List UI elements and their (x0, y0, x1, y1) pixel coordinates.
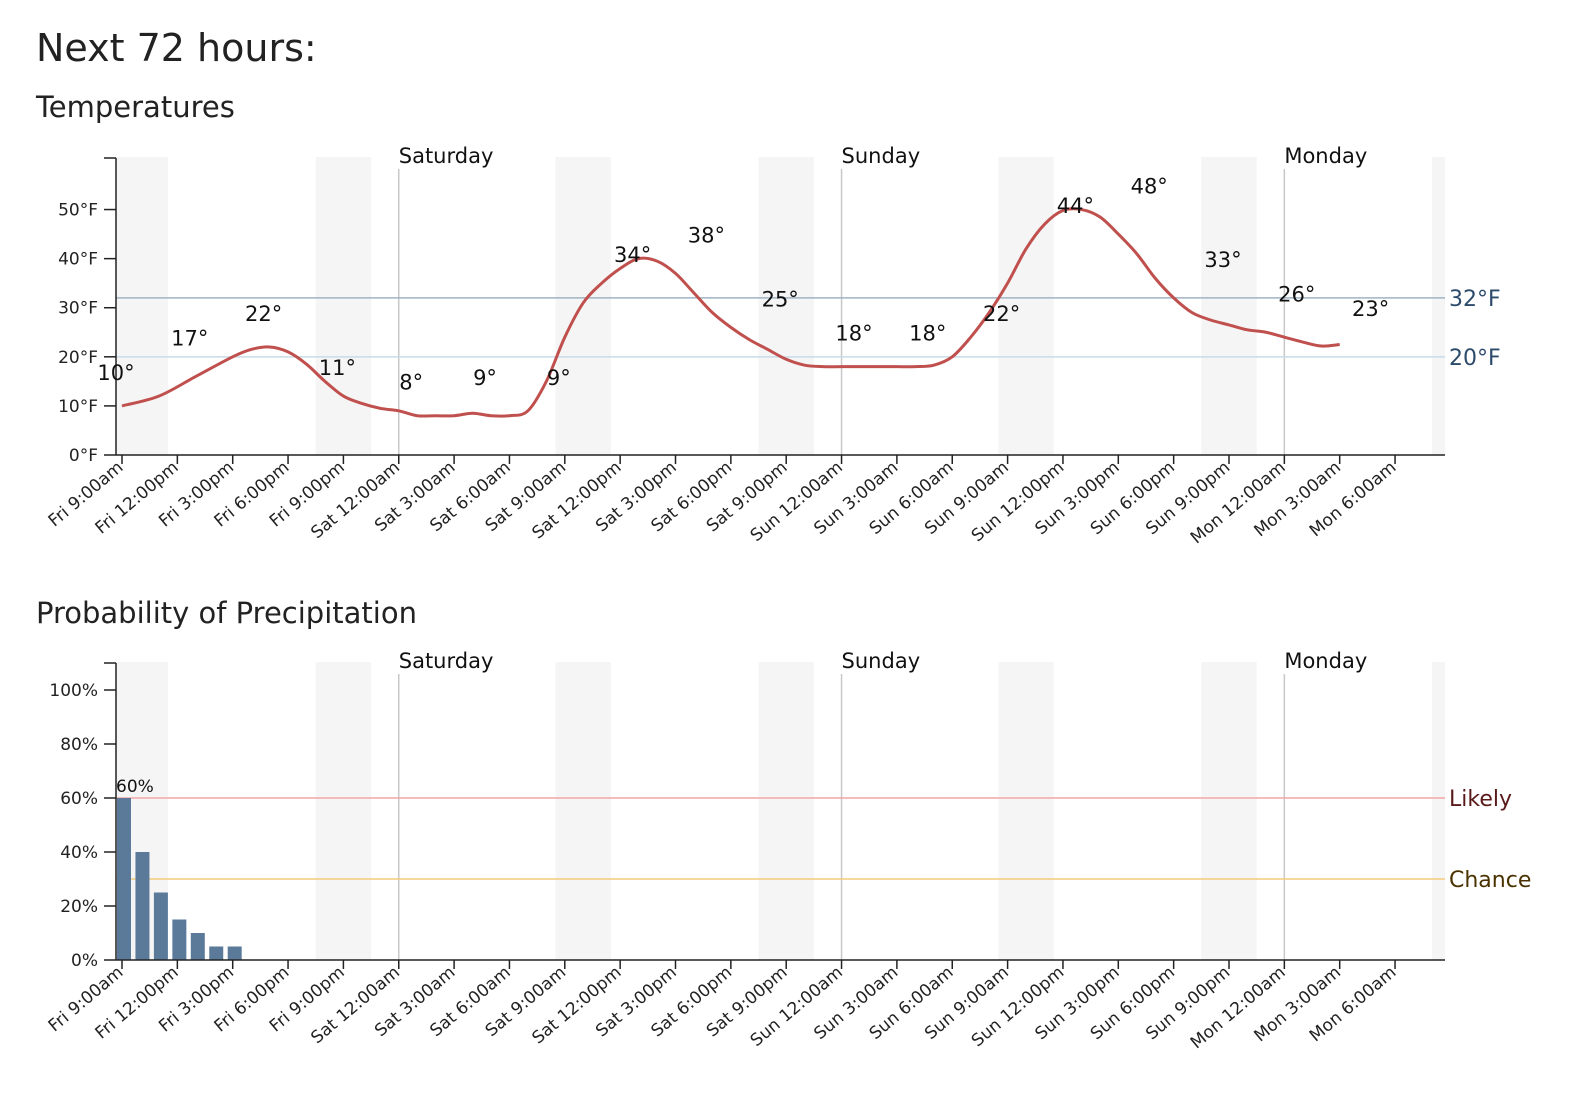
temperature-label: 22° (983, 302, 1020, 326)
y-tick-label: 0°F (69, 446, 98, 466)
temperature-label: 26° (1278, 282, 1315, 306)
temperature-label: 18° (909, 322, 946, 346)
day-label: Sunday (842, 144, 921, 168)
x-tick-label: Mon 12:00am (1187, 963, 1290, 1054)
y-tick-label: 0% (71, 951, 98, 971)
temperature-label: 18° (835, 322, 872, 346)
night-band (315, 662, 372, 960)
temperature-label: 9° (547, 366, 571, 390)
day-label: Monday (1284, 649, 1367, 673)
night-band (555, 662, 611, 960)
precip-bar (153, 892, 168, 960)
y-tick-label: 20% (60, 897, 98, 917)
temperature-label: 25° (762, 287, 799, 311)
threshold-lines: Likely Chance (116, 787, 1531, 893)
temperature-chart: Saturday Sunday Monday 32°F 20°F 0°F 10°F 20°… (45, 144, 1501, 549)
x-tick-label: Mon 12:00am (1187, 458, 1290, 549)
y-tick-label: 10°F (58, 397, 98, 417)
temperature-series (121, 207, 1340, 418)
night-band (998, 157, 1054, 455)
precip-bar (172, 919, 187, 960)
night-band (1201, 157, 1257, 455)
temperature-labels: 10° 17° 22° 11° 8° 9° 9° 34° 38° 25° 18° 18° 22° 44° 4… (97, 174, 1389, 394)
precip-bar (117, 798, 131, 960)
precip-bar (190, 933, 205, 960)
y-tick-label: 60% (60, 789, 98, 809)
temperature-label: 34° (614, 243, 651, 267)
night-bands (116, 662, 1445, 960)
temperature-label: 8° (399, 371, 423, 395)
temperature-label: 33° (1204, 248, 1241, 272)
temperature-line (121, 207, 1340, 418)
precip-bar (209, 946, 224, 960)
day-label: Sunday (842, 649, 921, 673)
temperature-label: 23° (1352, 297, 1389, 321)
night-bands (116, 157, 1445, 455)
day-markers: Saturday Sunday Monday (398, 144, 1367, 455)
day-label: Saturday (399, 649, 494, 673)
night-band (555, 157, 611, 455)
temperature-label: 48° (1131, 174, 1168, 198)
threshold-label: 32°F (1449, 287, 1501, 312)
night-band (116, 157, 169, 455)
y-axis: 0°F 10°F 20°F 30°F 40°F 50°F (58, 157, 117, 466)
night-band (1201, 662, 1257, 960)
y-tick-label: 80% (60, 735, 98, 755)
precip-bar (227, 946, 242, 960)
temperature-label: 38° (688, 223, 725, 247)
y-tick-label: 30°F (58, 299, 98, 319)
night-band (998, 662, 1054, 960)
day-label: Saturday (399, 144, 494, 168)
precipitation-bars (117, 798, 242, 960)
precip-value-label: 60% (116, 777, 154, 797)
temperature-label: 11° (319, 356, 356, 380)
threshold-label: Likely (1449, 787, 1512, 812)
temperature-label: 22° (245, 302, 282, 326)
precipitation-title: Probability of Precipitation (36, 596, 417, 630)
night-band (315, 157, 372, 455)
y-tick-label: 40% (60, 843, 98, 863)
precipitation-labels: 60% (116, 777, 154, 797)
y-tick-label: 50°F (58, 201, 98, 221)
night-band (758, 157, 814, 455)
day-label: Monday (1284, 144, 1367, 168)
precip-bar (135, 852, 150, 960)
y-axis: 0% 20% 40% 60% 80% 100% (49, 662, 117, 971)
temperature-label: 17° (171, 327, 208, 351)
threshold-label: Chance (1449, 868, 1531, 893)
threshold-label: 20°F (1449, 346, 1501, 371)
night-band (758, 662, 814, 960)
night-band (1431, 662, 1445, 960)
y-tick-label: 100% (49, 681, 98, 701)
temperature-label: 10° (97, 361, 134, 385)
page-title: Next 72 hours: (36, 26, 317, 70)
temperatures-title: Temperatures (36, 90, 235, 124)
temperature-label: 9° (473, 366, 497, 390)
precipitation-chart: Saturday Sunday Monday Likely Chance 0% 20% 4… (45, 649, 1532, 1054)
y-tick-label: 20°F (58, 348, 98, 368)
temperature-label: 44° (1057, 194, 1094, 218)
night-band (1431, 157, 1445, 455)
y-tick-label: 40°F (58, 250, 98, 270)
day-markers: Saturday Sunday Monday (398, 649, 1367, 960)
